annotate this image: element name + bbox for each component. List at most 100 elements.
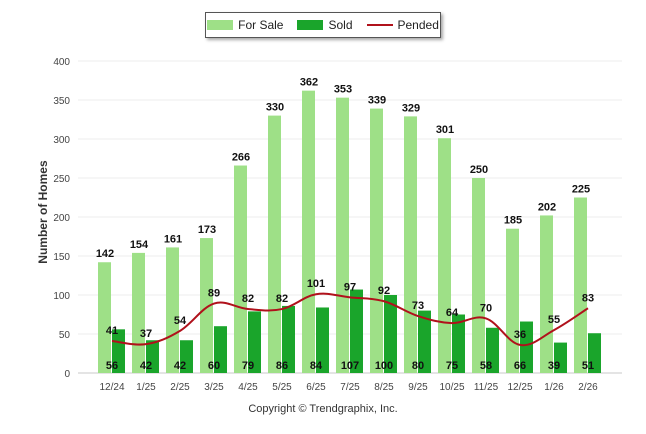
bar-sold-5/25 <box>282 305 295 373</box>
data-label-for-sale-8/25: 339 <box>368 95 386 107</box>
data-label-sold-9/25: 80 <box>412 360 424 372</box>
data-label-pended-12/24: 41 <box>106 325 118 337</box>
bar-for-sale-12/24 <box>98 262 111 373</box>
bar-sold-7/25 <box>350 289 363 373</box>
bar-for-sale-10/25 <box>438 138 451 373</box>
legend-line-pended <box>366 24 393 26</box>
bar-sold-2/25 <box>180 340 193 373</box>
y-tick-label-250: 250 <box>53 174 70 185</box>
bar-sold-10/25 <box>452 314 465 373</box>
legend-item-sold[interactable]: Sold <box>297 18 353 32</box>
y-tick-label-0: 0 <box>64 369 70 380</box>
bar-for-sale-11/25 <box>472 178 485 373</box>
data-label-for-sale-5/25: 330 <box>266 102 284 114</box>
y-tick-label-300: 300 <box>53 135 70 146</box>
legend-swatch-sold <box>297 20 324 30</box>
data-label-for-sale-11/25: 250 <box>470 164 488 176</box>
data-label-pended-6/25: 101 <box>307 278 325 290</box>
bar-for-sale-2/25 <box>166 247 179 373</box>
data-label-sold-1/25: 42 <box>140 360 152 372</box>
x-tick-label-5/25: 5/25 <box>272 382 292 393</box>
data-label-for-sale-12/25: 185 <box>504 215 522 227</box>
data-label-sold-8/25: 100 <box>375 360 393 372</box>
line-pended <box>111 292 589 347</box>
data-label-for-sale-1/25: 154 <box>130 239 149 251</box>
x-tick-label-7/25: 7/25 <box>340 382 360 393</box>
data-label-pended-10/25: 64 <box>446 307 459 319</box>
bar-sold-1/26 <box>554 342 567 373</box>
data-label-sold-3/25: 60 <box>208 360 220 372</box>
data-label-for-sale-12/24: 142 <box>96 248 114 260</box>
data-label-sold-5/25: 86 <box>276 360 288 372</box>
x-tick-label-1/26: 1/26 <box>544 382 564 393</box>
data-label-pended-1/26: 55 <box>548 314 560 326</box>
legend-label-sold: Sold <box>328 18 353 32</box>
data-label-for-sale-2/25: 161 <box>164 233 182 245</box>
data-label-for-sale-10/25: 301 <box>436 124 454 136</box>
y-tick-label-100: 100 <box>53 291 70 302</box>
bar-sold-12/24 <box>112 329 125 373</box>
y-axis-title: Number of Homes <box>36 160 50 264</box>
data-label-pended-3/25: 89 <box>208 288 220 300</box>
bar-for-sale-6/25 <box>302 90 315 373</box>
data-label-sold-4/25: 79 <box>242 360 254 372</box>
bar-sold-2/26 <box>588 333 601 373</box>
x-tick-label-3/25: 3/25 <box>204 382 224 393</box>
y-tick-label-150: 150 <box>53 252 70 263</box>
data-label-for-sale-3/25: 173 <box>198 224 216 236</box>
data-label-sold-2/26: 51 <box>582 360 594 372</box>
bar-sold-4/25 <box>248 311 261 373</box>
data-label-sold-6/25: 84 <box>310 360 323 372</box>
bar-for-sale-1/25 <box>132 252 145 373</box>
data-label-sold-11/25: 58 <box>480 360 492 372</box>
data-label-pended-7/25: 97 <box>344 281 356 293</box>
x-tick-label-9/25: 9/25 <box>408 382 428 393</box>
bar-for-sale-1/26 <box>540 215 553 373</box>
data-label-for-sale-2/26: 225 <box>572 184 590 196</box>
bar-sold-11/25 <box>486 327 499 373</box>
data-label-sold-1/26: 39 <box>548 360 560 372</box>
y-tick-label-50: 50 <box>59 330 71 341</box>
data-label-for-sale-6/25: 362 <box>300 77 318 89</box>
chart-legend: For Sale Sold Pended <box>205 12 441 38</box>
data-label-pended-11/25: 70 <box>480 302 492 314</box>
y-tick-label-350: 350 <box>53 96 70 107</box>
bar-for-sale-9/25 <box>404 116 417 373</box>
data-label-pended-12/25: 36 <box>514 329 526 341</box>
bar-sold-8/25 <box>384 295 397 373</box>
legend-label-for-sale: For Sale <box>238 18 284 32</box>
data-label-sold-7/25: 107 <box>341 360 359 372</box>
data-label-for-sale-4/25: 266 <box>232 152 250 164</box>
bar-for-sale-3/25 <box>200 238 213 373</box>
bar-for-sale-7/25 <box>336 97 349 373</box>
legend-swatch-for-sale <box>207 20 234 30</box>
legend-item-pended[interactable]: Pended <box>366 18 439 32</box>
bar-sold-9/25 <box>418 310 431 373</box>
bar-sold-1/25 <box>146 340 159 373</box>
bar-for-sale-4/25 <box>234 165 247 373</box>
bar-sold-3/25 <box>214 326 227 373</box>
x-tick-label-1/25: 1/25 <box>136 382 156 393</box>
data-label-sold-12/24: 56 <box>106 360 118 372</box>
data-label-pended-2/25: 54 <box>174 315 187 327</box>
bar-for-sale-8/25 <box>370 108 383 373</box>
bar-for-sale-2/26 <box>574 197 587 373</box>
data-label-pended-5/25: 82 <box>276 293 288 305</box>
bar-sold-6/25 <box>316 307 329 373</box>
legend-label-pended: Pended <box>397 18 439 32</box>
x-tick-label-12/24: 12/24 <box>99 382 124 393</box>
x-tick-label-2/26: 2/26 <box>578 382 598 393</box>
data-label-for-sale-9/25: 329 <box>402 102 420 114</box>
data-label-sold-12/25: 66 <box>514 360 526 372</box>
y-tick-label-400: 400 <box>53 57 70 68</box>
legend-item-for-sale[interactable]: For Sale <box>207 18 283 32</box>
data-label-pended-8/25: 92 <box>378 285 390 297</box>
y-tick-label-200: 200 <box>53 213 70 224</box>
data-label-pended-4/25: 82 <box>242 293 254 305</box>
data-label-pended-9/25: 73 <box>412 300 424 312</box>
x-tick-label-8/25: 8/25 <box>374 382 394 393</box>
bar-for-sale-5/25 <box>268 115 281 373</box>
bar-for-sale-12/25 <box>506 228 519 373</box>
copyright-footer: Copyright © Trendgraphix, Inc. <box>248 403 398 415</box>
